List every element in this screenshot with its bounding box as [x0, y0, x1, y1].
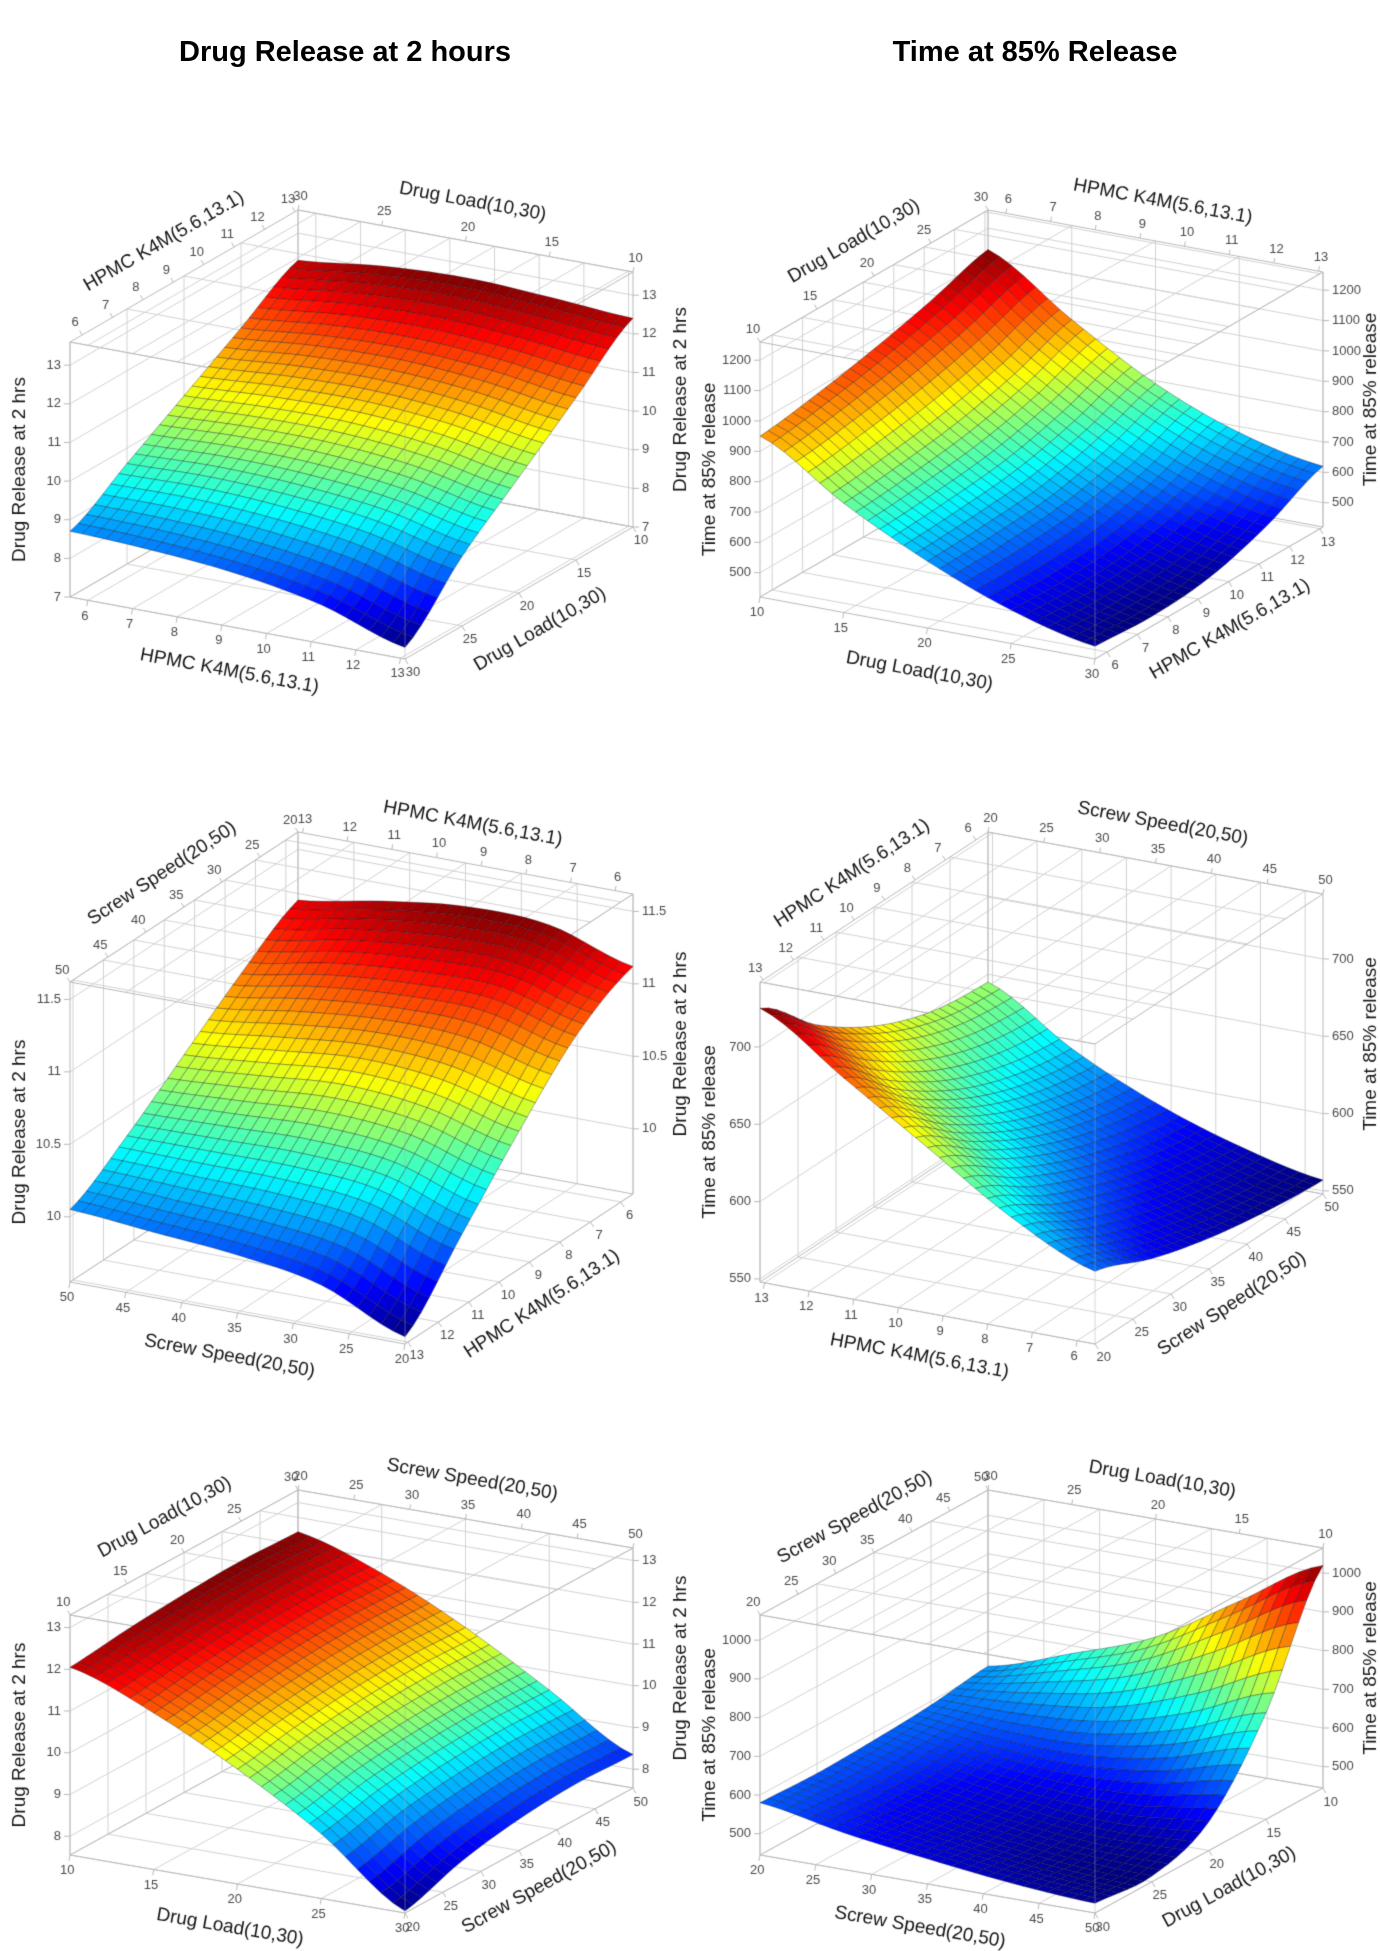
surface-plot-release2h-drugload-screw [0, 1407, 690, 1951]
surface-plot-release2h-hpmc-drugload [0, 95, 690, 707]
surface-plot-grid [0, 95, 1380, 1951]
surface-plot-time85-screw-drugload [690, 1407, 1380, 1951]
left-column-title: Drug Release at 2 hours [179, 36, 511, 68]
surface-plot-release2h-screw-hpmc [0, 707, 690, 1407]
column-titles-row: Drug Release at 2 hours Time at 85% Rele… [0, 0, 1380, 95]
right-column-title: Time at 85% Release [892, 36, 1178, 68]
surface-plot-time85-hpmc-screw [690, 707, 1380, 1407]
surface-plot-time85-drugload-hpmc [690, 95, 1380, 707]
